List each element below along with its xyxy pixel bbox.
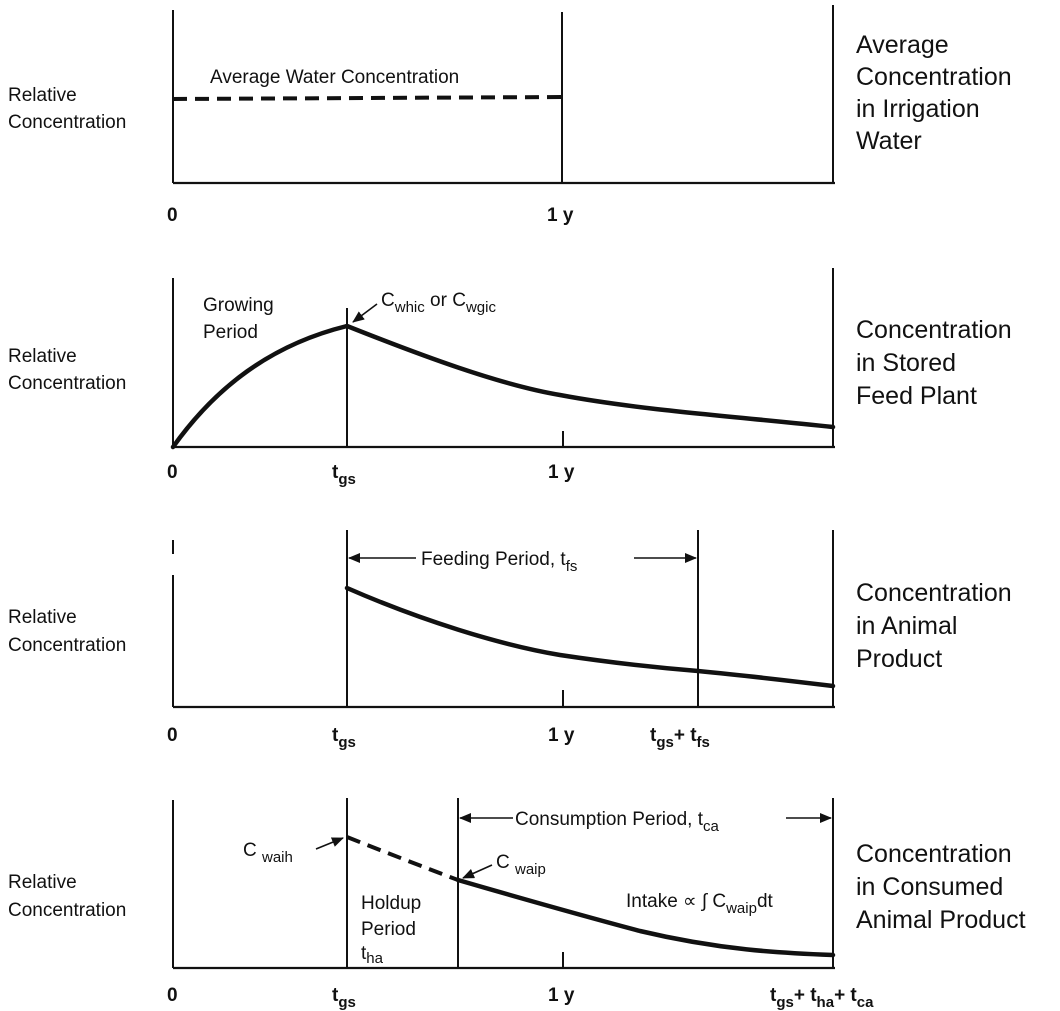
peak-label-c1: C	[381, 290, 395, 311]
panel-3-title-line-2: in Animal	[856, 612, 957, 640]
consumption-period-label: Consumption Period, tca	[515, 809, 720, 835]
panel-1-title-line-1: Average	[856, 31, 949, 59]
c-waih-label-sub: waih	[261, 849, 293, 866]
panel-2-tick-one-year: 1 y	[548, 462, 575, 483]
peak-label-c2: C	[452, 290, 466, 311]
panel-3-tick-end-plus: + t	[674, 725, 697, 746]
panel-4-tick-end-plus1: + t	[794, 985, 817, 1006]
holdup-period-label-line-2: Period	[361, 919, 416, 940]
feeding-period-label: Feeding Period, tfs	[421, 549, 577, 575]
panel-2-ylabel-line-2: Concentration	[8, 373, 126, 394]
panel-2-growing-curve	[170, 323, 350, 450]
panel-4-tick-end-t: t	[770, 985, 777, 1006]
panel-4-tick-end: tgs+ tha+ tca	[770, 985, 874, 1011]
panel-4-tick-t-sub: gs	[338, 994, 356, 1011]
feeding-period-label-sub: fs	[566, 558, 578, 575]
panel-consumed-animal-product: Relative Concentration Consumption Perio…	[8, 798, 1026, 1011]
panel-4-title-line-1: Concentration	[856, 840, 1012, 868]
panel-3-tick-feeding-end: tgs+ tfs	[650, 725, 710, 751]
panel-2-ylabel-line-1: Relative	[8, 346, 77, 367]
feeding-period-label-main: Feeding Period, t	[421, 549, 566, 570]
intake-label-sub: waip	[725, 900, 757, 917]
panel-3-tick-zero: 0	[167, 725, 178, 746]
c-waip-arrow	[462, 864, 493, 879]
panel-4-tick-end-sub2: ha	[817, 994, 835, 1011]
holdup-period-label-line-1: Holdup	[361, 893, 421, 914]
average-water-concentration-line	[172, 95, 563, 101]
panel-3-tick-tgs: tgs	[332, 725, 356, 751]
panel-4-title-line-3: Animal Product	[856, 906, 1026, 934]
c-waip-label: C waip	[496, 852, 546, 878]
holdup-symbol-t: t	[361, 943, 367, 964]
peak-label: Cwhic or Cwgic	[381, 290, 496, 316]
panel-1-title-line-2: Concentration	[856, 63, 1012, 91]
panel-3-tick-t: t	[332, 725, 339, 746]
c-waih-label-c: C	[243, 840, 262, 861]
panel-3-decay-curve	[344, 585, 836, 689]
panel-4-tick-zero: 0	[167, 985, 178, 1006]
panel-3-ylabel-line-1: Relative	[8, 607, 77, 628]
panel-3-title-line-3: Product	[856, 645, 942, 673]
panel-4-tick-t: t	[332, 985, 339, 1006]
panel-1-ylabel-line-2: Concentration	[8, 112, 126, 133]
panel-4-tick-end-sub3: ca	[857, 994, 874, 1011]
consumption-period-label-sub: ca	[703, 818, 720, 835]
peak-arrow	[352, 303, 378, 323]
c-waih-arrow	[315, 837, 344, 850]
panel-3-tick-end-t: t	[650, 725, 657, 746]
panel-3-tick-t-sub: gs	[338, 734, 356, 751]
panel-3-tick-one-year: 1 y	[548, 725, 575, 746]
c-waip-label-sub: waip	[514, 861, 546, 878]
panel-3-tick-end-t-sub: gs	[656, 734, 674, 751]
intake-label-main: Intake ∝ ∫ C	[626, 891, 726, 912]
panel-1-title-line-4: Water	[856, 127, 922, 155]
consumption-period-label-main: Consumption Period, t	[515, 809, 704, 830]
panel-irrigation-water: Relative Concentration Average Water Con…	[8, 5, 1012, 226]
panel-1-title-line-3: in Irrigation	[856, 95, 980, 123]
holdup-dashed-curve	[346, 835, 459, 882]
intake-label-tail: dt	[757, 891, 774, 912]
panel-1-tick-one-year: 1 y	[547, 205, 574, 226]
panel-2-tick-zero: 0	[167, 462, 178, 483]
peak-label-or: or	[425, 290, 452, 311]
intake-label: Intake ∝ ∫ Cwaipdt	[626, 891, 774, 917]
panel-3-ylabel-line-2: Concentration	[8, 635, 126, 656]
panel-3-tick-end-b-sub: fs	[697, 734, 710, 751]
panel-2-tick-t: t	[332, 462, 339, 483]
growing-period-label-line-2: Period	[203, 322, 258, 343]
peak-label-sub2: wgic	[465, 299, 497, 316]
panel-1-tick-zero: 0	[167, 205, 178, 226]
peak-label-sub1: whic	[394, 299, 426, 316]
panel-2-decay-curve	[344, 323, 836, 430]
holdup-symbol-sub: ha	[366, 950, 383, 967]
panel-1-ylabel-line-1: Relative	[8, 85, 77, 106]
panel-4-tick-one-year: 1 y	[548, 985, 575, 1006]
c-waip-label-c: C	[496, 852, 515, 873]
panel-2-title-line-1: Concentration	[856, 316, 1012, 344]
holdup-period-symbol: tha	[361, 943, 384, 967]
growing-period-label-line-1: Growing	[203, 295, 274, 316]
panel-4-title-line-2: in Consumed	[856, 873, 1003, 901]
average-water-concentration-label: Average Water Concentration	[210, 67, 459, 88]
panel-4-consumption-curve	[455, 877, 836, 958]
panel-stored-feed-plant: Relative Concentration Growing Period Cw…	[8, 268, 1012, 488]
panel-4-tick-end-plus2: + t	[834, 985, 857, 1006]
panel-2-tick-t-sub: gs	[338, 471, 356, 488]
panel-animal-product: Relative Concentration Feeding Period, t…	[8, 530, 1012, 751]
panel-3-title-line-1: Concentration	[856, 579, 1012, 607]
c-waih-label: C waih	[243, 840, 293, 866]
panel-4-ylabel-line-2: Concentration	[8, 900, 126, 921]
panel-4-ylabel-line-1: Relative	[8, 872, 77, 893]
panel-4-tick-tgs: tgs	[332, 985, 356, 1011]
panel-2-tick-tgs: tgs	[332, 462, 356, 488]
panel-2-title-line-2: in Stored	[856, 349, 956, 377]
panel-4-tick-end-sub1: gs	[776, 994, 794, 1011]
panel-2-title-line-3: Feed Plant	[856, 382, 977, 410]
